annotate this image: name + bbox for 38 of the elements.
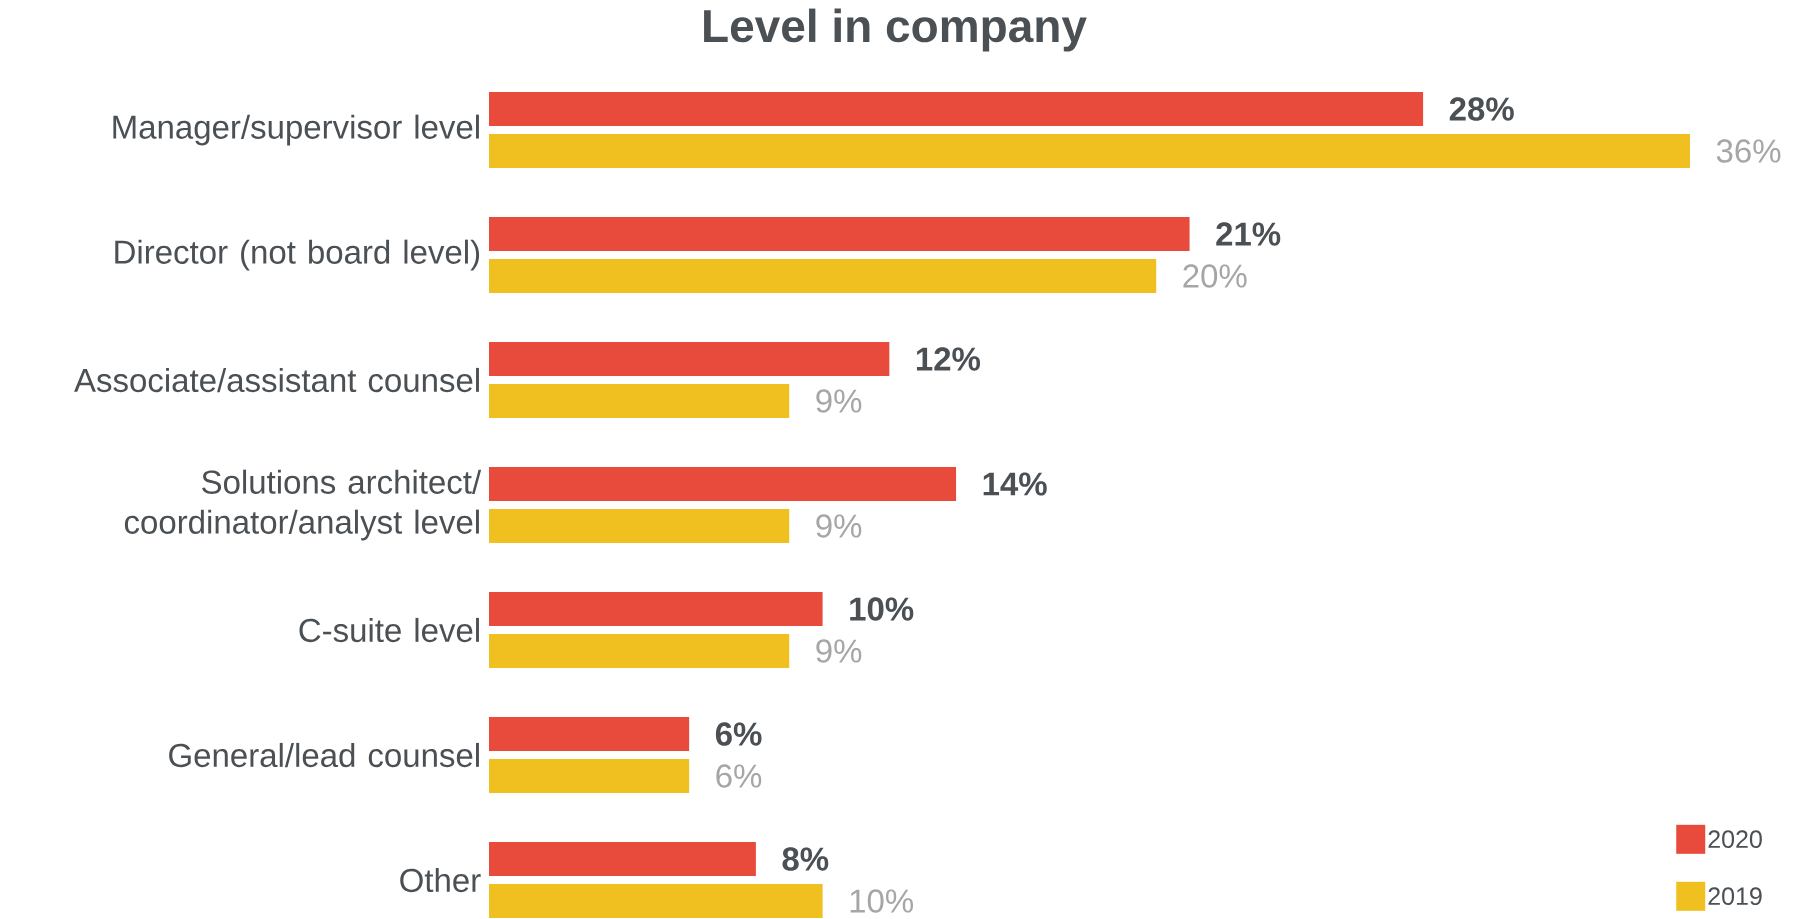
bar (489, 884, 823, 919)
y-tick-label: Manager/supervisor level (113, 114, 479, 146)
bar (489, 92, 1424, 127)
data-label: 9% (816, 639, 862, 663)
data-label: 9% (816, 389, 862, 413)
data-label: 36% (1716, 139, 1781, 163)
bar (489, 509, 790, 544)
legend-label: 2019 (1708, 887, 1762, 906)
y-tick-label: Director (not board level) (115, 239, 480, 271)
data-label: 14% (983, 472, 1047, 496)
y-tick-label: General/lead counsel (169, 742, 479, 768)
bar (489, 592, 823, 627)
y-tick-label: Solutions architect/ coordinator/analyst level (124, 469, 482, 541)
data-label: 10% (850, 597, 914, 621)
legend-label: 2020 (1708, 830, 1762, 849)
y-tick-label: Associate/assistant counsel (74, 367, 479, 393)
data-label: 6% (715, 722, 762, 746)
y-tick-label: Other (400, 867, 481, 893)
data-label: 20% (1183, 264, 1247, 288)
data-label: 6% (716, 764, 762, 788)
bar (489, 217, 1190, 252)
bar (489, 384, 790, 419)
bar (489, 342, 890, 377)
data-label: 28% (1449, 97, 1514, 121)
bar (489, 467, 957, 502)
data-label: 10% (850, 889, 914, 913)
data-label: 21% (1216, 222, 1281, 246)
y-tick-label: C-suite level (299, 617, 479, 643)
bar (489, 259, 1157, 294)
data-label: 8% (782, 847, 829, 871)
data-label: 12% (916, 347, 981, 371)
bar (489, 759, 690, 794)
bar (489, 634, 790, 669)
bar (489, 134, 1690, 169)
bar (489, 717, 690, 752)
data-label: 9% (816, 514, 862, 538)
bar (489, 842, 756, 877)
chart-title: Level in company (704, 8, 1087, 52)
